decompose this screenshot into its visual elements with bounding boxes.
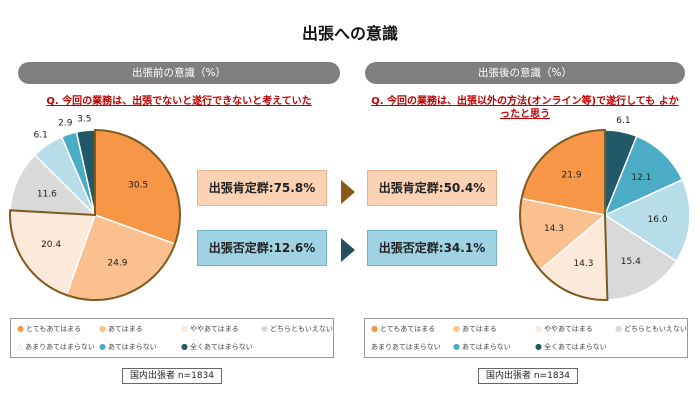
legend-marker-icon: ●: [181, 324, 188, 333]
pie-slice-label: 20.4: [41, 240, 61, 250]
pie-slice-label: 14.3: [544, 224, 564, 234]
legend-marker-icon: ●: [371, 324, 378, 333]
legend-item: ● あてはまる: [453, 324, 497, 333]
pie-slice-label: 30.5: [128, 181, 148, 191]
legend-item: ● あてはまらない: [99, 342, 157, 351]
legend-item: △ あまりあてはまらない: [17, 342, 95, 351]
pie-slice-label: 21.9: [562, 170, 582, 180]
legend-item: ● あてはまる: [99, 324, 143, 333]
legend-item: ● とてもあてはまる: [371, 324, 436, 333]
after-question: Q. 今回の業務は、出張以外の方法(オンライン等)で遂行しても よかったと思う: [371, 96, 679, 120]
before-question: Q. 今回の業務は、出張でないと遂行できないと考えていた: [46, 96, 312, 107]
before-positive-group: 出張肯定群:75.8%: [197, 170, 327, 206]
legend-marker-icon: ●: [615, 324, 622, 333]
pie-slice-label: 6.1: [34, 131, 48, 141]
after-pie-chart: 6.1 12.1 16.0 15.4 14.3 14.3 21.9: [519, 116, 691, 301]
legend-item: ● あてはまらない: [453, 342, 511, 351]
before-pie-chart: 30.5 24.9 20.4 11.6 6.1 2.9 3.5: [9, 115, 181, 301]
pie-slice: [603, 135, 684, 217]
legend-item: ● ややあてはまる: [535, 324, 593, 333]
pie-slice-label: 24.9: [107, 259, 127, 269]
pie-slice-label: 11.6: [37, 190, 57, 200]
pie-slice-label: 6.1: [616, 116, 630, 126]
arrow-icon-negative: [341, 238, 355, 262]
pie-slice-label: 14.3: [573, 259, 593, 269]
before-sample-size: 国内出張者 n=1834: [122, 368, 222, 384]
legend-marker-icon: ●: [535, 342, 542, 351]
pie-slice-label: 15.4: [621, 257, 641, 267]
after-panel-header: 出張後の意識（%）: [365, 62, 685, 84]
after-legend: ● とてもあてはまる ● あてはまる ● ややあてはまる ● どちらともいえない あまり…: [364, 318, 688, 358]
pie-slice-label: 12.1: [631, 173, 651, 183]
affirmative-group-outline: [9, 128, 181, 301]
pie-slice-label: 3.5: [77, 115, 91, 125]
legend-marker-icon: ●: [261, 324, 268, 333]
legend-item: ● とてもあてはまる: [17, 324, 82, 333]
pie-slice-label: 2.9: [58, 119, 73, 129]
legend-item: ● 全くあてはまらない: [535, 342, 607, 351]
before-legend: ● とてもあてはまる ● あてはまる ● ややあてはまる ● どちらともいえない △ あま…: [10, 318, 334, 358]
legend-item: ● ややあてはまる: [181, 324, 239, 333]
legend-item: ● 全くあてはまらない: [181, 342, 253, 351]
legend-marker-icon: △: [17, 342, 24, 351]
legend-item: ● どちらともいえない: [615, 324, 687, 333]
legend-marker-icon: ●: [453, 342, 460, 351]
pie-slice: [604, 213, 678, 301]
pie-slice-label: 16.0: [648, 215, 668, 225]
affirmative-group-outline: [519, 128, 609, 301]
legend-marker-icon: ●: [181, 342, 188, 351]
pie-slice: [9, 153, 97, 216]
legend-item: ● どちらともいえない: [261, 324, 333, 333]
before-panel-header: 出張前の意識（%）: [18, 62, 340, 84]
after-negative-group: 出張否定群:34.1%: [367, 230, 497, 266]
page-title: 出張への意識: [301, 24, 398, 43]
legend-item: あまりあてはまらない: [371, 343, 441, 351]
after-positive-group: 出張肯定群:50.4%: [367, 170, 497, 206]
legend-marker-icon: ●: [17, 324, 24, 333]
legend-marker-icon: ●: [99, 342, 106, 351]
legend-marker-icon: ●: [535, 324, 542, 333]
legend-marker-icon: ●: [453, 324, 460, 333]
arrow-icon-positive: [341, 180, 355, 204]
after-sample-size: 国内出張者 n=1834: [478, 368, 578, 384]
pie-slice: [603, 178, 691, 263]
before-negative-group: 出張否定群:12.6%: [197, 230, 327, 266]
legend-marker-icon: ●: [99, 324, 106, 333]
